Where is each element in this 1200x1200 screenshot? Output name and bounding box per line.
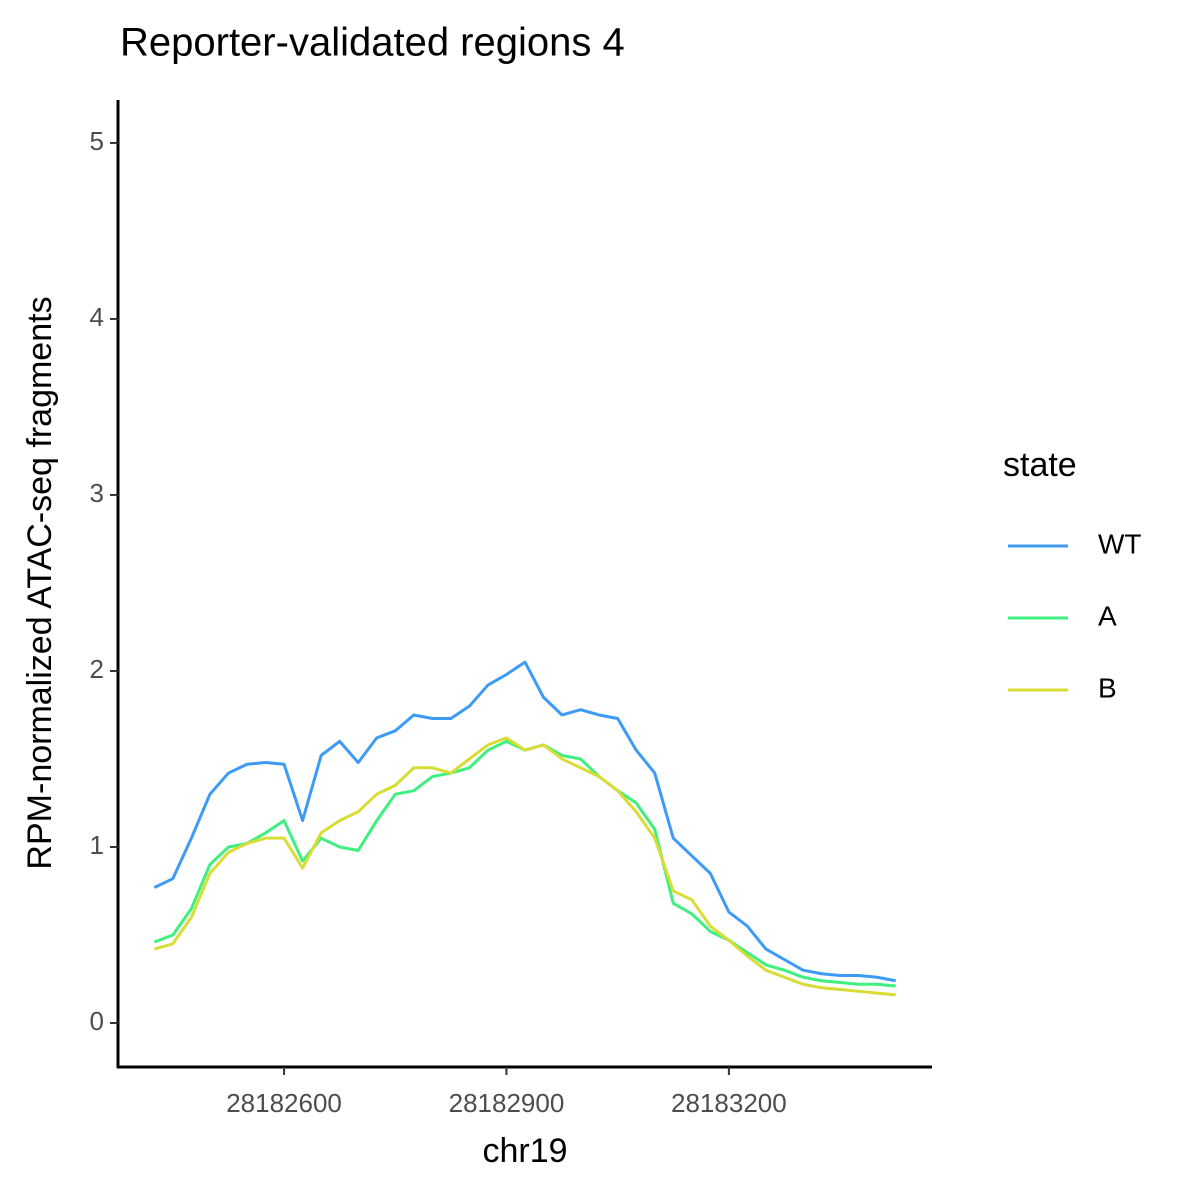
y-tick-label: 0: [90, 1006, 104, 1036]
x-tick-label: 28183200: [671, 1088, 787, 1118]
legend-label: WT: [1098, 528, 1142, 559]
series-line: [153, 660, 896, 983]
x-tick-label: 28182600: [226, 1088, 342, 1118]
chart-title: Reporter-validated regions 4: [120, 21, 625, 65]
y-tick-label: 2: [90, 654, 104, 684]
y-axis-label: RPM-normalized ATAC-seq fragments: [21, 296, 59, 869]
x-tick-label: 28182900: [449, 1088, 565, 1118]
y-tick-label: 3: [90, 478, 104, 508]
series-line: [153, 736, 896, 997]
series-line: [153, 739, 896, 988]
y-tick-label: 4: [90, 302, 104, 332]
y-tick-label: 5: [90, 126, 104, 156]
legend-label: A: [1098, 600, 1117, 631]
y-tick-label: 1: [90, 830, 104, 860]
x-axis-label: chr19: [482, 1132, 567, 1170]
legend-title: state: [1003, 446, 1077, 484]
legend-label: B: [1098, 672, 1117, 703]
